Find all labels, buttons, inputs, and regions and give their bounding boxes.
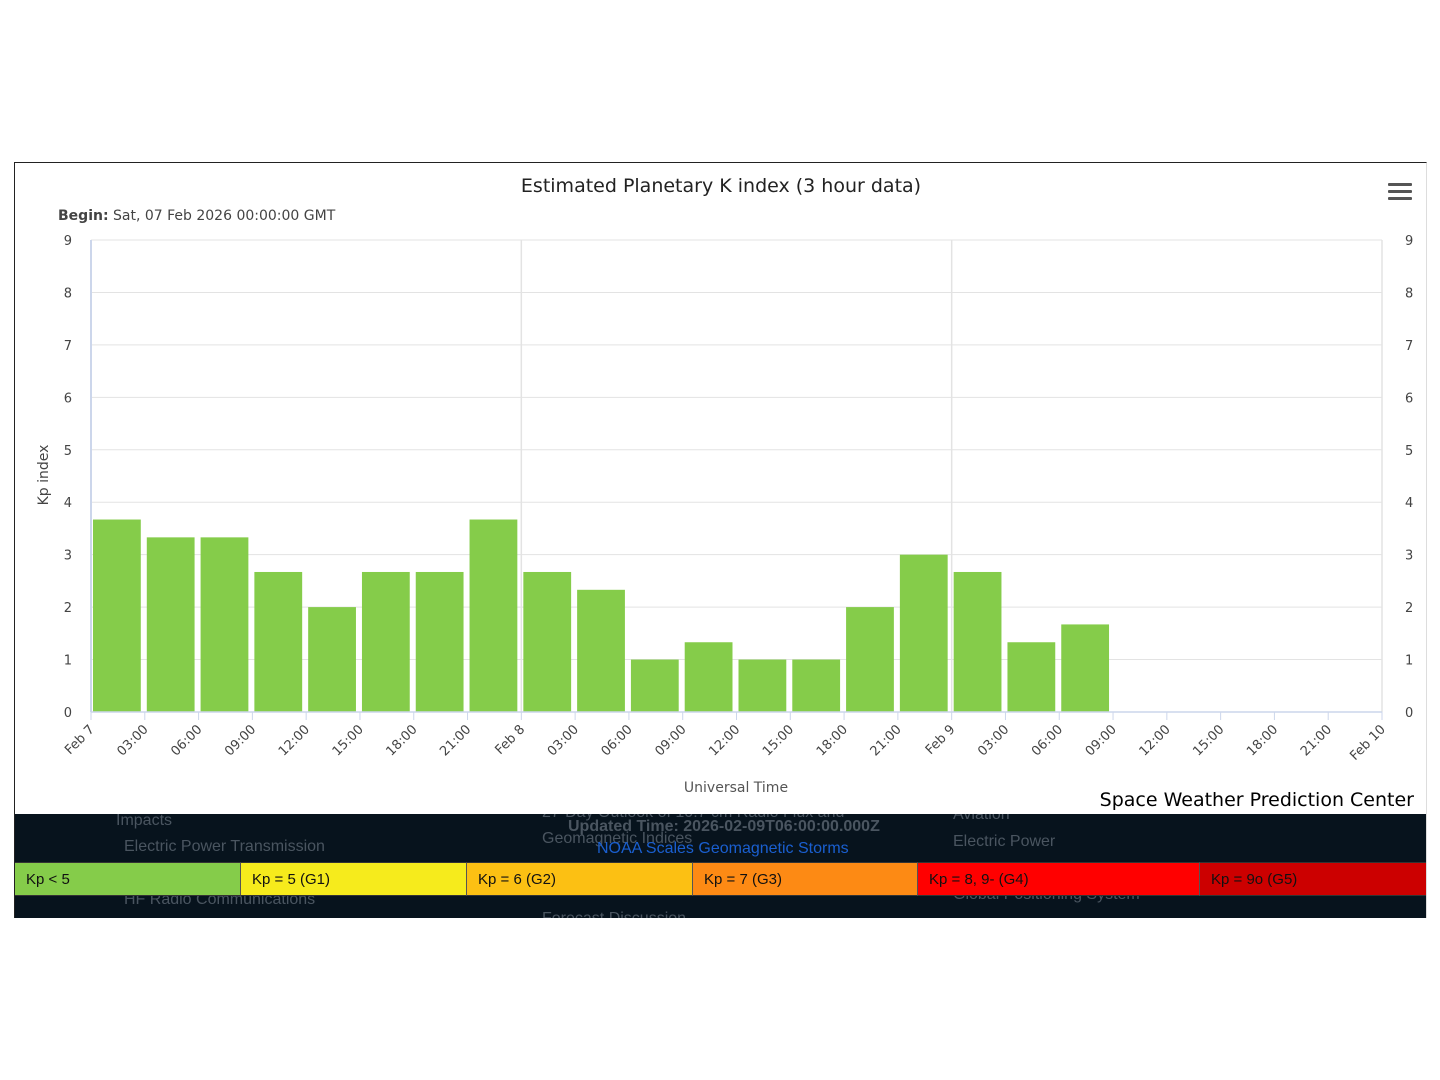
kp-scale-legend: Kp < 5 Kp = 5 (G1) Kp = 6 (G2) Kp = 7 (G…	[15, 862, 1426, 896]
ghost-geomagnetic-indices: Geomagnetic Indices	[542, 830, 693, 847]
bar-series	[93, 519, 1110, 712]
x-tick-label: 21:00	[1298, 722, 1335, 759]
x-tick-label: Feb 7	[62, 722, 98, 758]
ghost-aviation: Aviation	[953, 814, 1010, 823]
x-tick-label: 21:00	[437, 722, 474, 759]
kp-bar[interactable]	[200, 537, 249, 712]
x-tick-label: 12:00	[706, 722, 743, 759]
subtitle-label: Begin:	[58, 208, 109, 224]
kp-bar[interactable]	[469, 519, 518, 712]
y-tick-label: 7	[64, 339, 72, 354]
x-tick-label: 06:00	[168, 722, 205, 759]
y-tick-label-right: 4	[1405, 496, 1413, 511]
x-tick-label: 06:00	[599, 722, 636, 759]
kp-bar[interactable]	[523, 571, 572, 712]
x-tick-label: 15:00	[330, 722, 367, 759]
y-tick-label-right: 5	[1405, 444, 1413, 459]
x-tick-label: 12:00	[1137, 722, 1174, 759]
kp-bar[interactable]	[254, 571, 303, 712]
x-tick-label: 21:00	[868, 722, 905, 759]
kp-bar[interactable]	[146, 537, 195, 712]
kp-bar[interactable]	[738, 659, 787, 712]
y-tick-label-right: 0	[1405, 706, 1413, 721]
y-tick-label: 6	[64, 391, 72, 406]
y-tick-label-right: 9	[1405, 234, 1413, 249]
kp-bar[interactable]	[846, 607, 894, 712]
ghost-updated-time: Updated Time: 2026-02-09T06:00:00.000Z	[568, 818, 880, 835]
ghost-impacts: Impacts	[116, 814, 173, 829]
y-tick-label-right: 7	[1405, 339, 1413, 354]
x-tick-label: 03:00	[115, 722, 152, 759]
x-tick-label: 12:00	[276, 722, 313, 759]
kp-bar[interactable]	[93, 519, 141, 712]
x-tick-label: 09:00	[222, 722, 259, 759]
x-tick-label: 15:00	[1190, 722, 1227, 759]
chart-container: 0 0 1 1 2 2 3 3 4 4 5 5 6 6 7 7 8 8 9 9 Feb 7 03:00 06:00 09:00…	[14, 162, 1427, 918]
credit-text: Space Weather Prediction Center	[1099, 789, 1414, 811]
x-tick-label: 15:00	[760, 722, 797, 759]
kp-bar[interactable]	[1061, 624, 1110, 712]
kp-bar[interactable]	[953, 571, 1002, 712]
x-tick-label: 03:00	[975, 722, 1012, 759]
legend-g2: Kp = 6 (G2)	[467, 862, 693, 896]
kp-bar[interactable]	[415, 571, 464, 712]
chart-title: Estimated Planetary K index (3 hour data…	[521, 175, 921, 197]
x-tick-label: Feb 10	[1347, 722, 1389, 764]
x-tick-label: 03:00	[545, 722, 582, 759]
y-tick-label: 1	[64, 654, 72, 669]
x-tick-label: 09:00	[652, 722, 689, 759]
chart-subtitle: Begin: Sat, 07 Feb 2026 00:00:00 GMT	[58, 208, 336, 224]
y-tick-label: 5	[64, 444, 72, 459]
kp-bar[interactable]	[684, 642, 733, 712]
y-tick-label: 0	[64, 706, 72, 721]
y-tick-label: 3	[64, 549, 72, 564]
y-tick-label: 9	[64, 234, 72, 249]
ghost-outlook: 27-Day Outlook of 10.7 cm Radio Flux and	[542, 814, 844, 822]
kp-bar[interactable]	[792, 659, 841, 712]
ghost-power-transmission: Electric Power Transmission	[124, 838, 325, 855]
kp-bar[interactable]	[630, 659, 679, 712]
x-axis-label: Universal Time	[684, 780, 788, 796]
x-tick-label: 06:00	[1029, 722, 1066, 759]
x-tick-label: 18:00	[1244, 722, 1281, 759]
kp-bar[interactable]	[308, 607, 356, 712]
y-tick-label-right: 3	[1405, 549, 1413, 564]
subtitle-value: Sat, 07 Feb 2026 00:00:00 GMT	[109, 208, 336, 224]
x-tick-label: Feb 9	[923, 722, 959, 758]
y-tick-label-right: 8	[1405, 286, 1413, 301]
kp-chart: 0 0 1 1 2 2 3 3 4 4 5 5 6 6 7 7 8 8 9 9 Feb 7 03:00 06:00 09:00…	[36, 175, 1413, 796]
grid-lines	[91, 239, 1383, 713]
kp-bar[interactable]	[577, 589, 625, 712]
y-tick-label: 2	[64, 601, 72, 616]
kp-bar[interactable]	[361, 571, 410, 712]
y-tick-label: 4	[64, 496, 72, 511]
ghost-electric-power: Electric Power	[953, 833, 1056, 850]
noaa-scales-link[interactable]: NOAA Scales Geomagnetic Storms	[597, 840, 849, 857]
y-tick-label-right: 2	[1405, 601, 1413, 616]
chart-menu-icon[interactable]	[1388, 183, 1412, 203]
kp-bar[interactable]	[1007, 642, 1056, 712]
ghost-forecast-discussion: Forecast Discussion	[542, 910, 686, 918]
footer-panel: Impacts Electric Power Transmission HF R…	[15, 814, 1426, 918]
y-tick-label: 8	[64, 286, 72, 301]
x-tick-label: 18:00	[814, 722, 851, 759]
legend-g3: Kp = 7 (G3)	[693, 862, 918, 896]
x-tick-label: Feb 8	[493, 722, 529, 758]
x-tick-label: 09:00	[1083, 722, 1120, 759]
y-tick-label-right: 1	[1405, 654, 1413, 669]
kp-bar[interactable]	[899, 554, 948, 712]
y-axis-label: Kp index	[36, 445, 52, 506]
legend-kp-below-5: Kp < 5	[15, 862, 241, 896]
y-tick-label-right: 6	[1405, 391, 1413, 406]
legend-g4: Kp = 8, 9- (G4)	[918, 862, 1200, 896]
legend-g5: Kp = 9o (G5)	[1200, 862, 1426, 896]
x-tick-label: 18:00	[383, 722, 420, 759]
legend-g1: Kp = 5 (G1)	[241, 862, 467, 896]
